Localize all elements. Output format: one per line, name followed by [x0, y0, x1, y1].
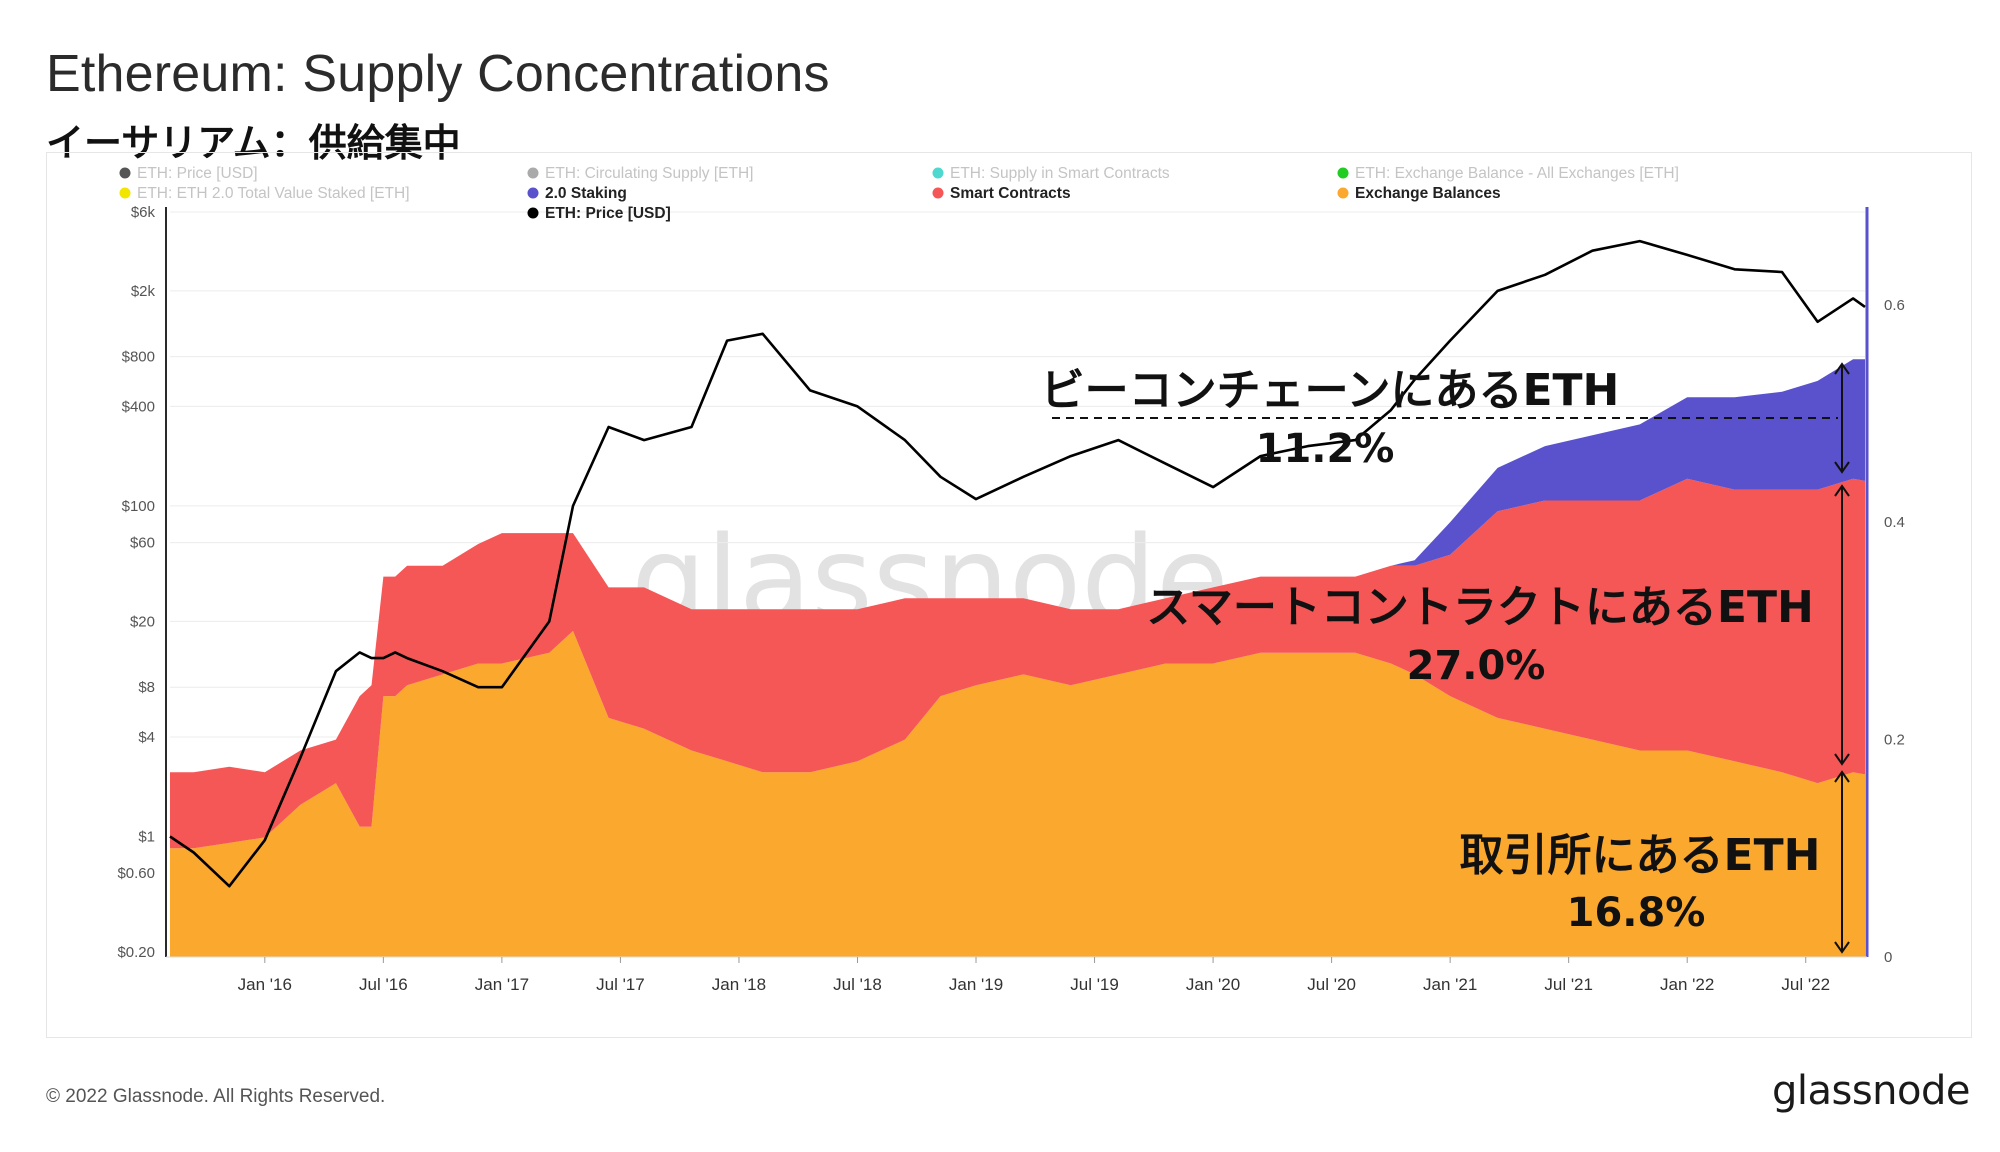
annotation-beacon-label: ビーコンチェーンにあるETH — [1041, 365, 1620, 416]
legend-item[interactable]: ETH: Circulating Supply [ETH] — [527, 165, 754, 182]
x-tick-label: Jan '20 — [1186, 975, 1240, 994]
price-line — [169, 239, 1866, 888]
y-right-tick-label: 0.2 — [1884, 732, 1905, 749]
x-tick-label: Jan '16 — [238, 975, 292, 994]
legend-dot-icon — [119, 187, 131, 199]
legend-item[interactable]: ETH: Supply in Smart Contracts — [932, 165, 1170, 182]
x-tick-label: Jul '16 — [359, 975, 408, 994]
chart-areas — [170, 359, 1865, 957]
x-tick-label: Jul '18 — [833, 975, 882, 994]
x-tick-label: Jan '21 — [1423, 975, 1477, 994]
y-left-tick-label: $20 — [130, 613, 155, 630]
legend-dot-icon — [527, 167, 539, 179]
x-tick-label: Jul '17 — [596, 975, 645, 994]
legend-item[interactable]: ETH: Price [USD] — [119, 165, 258, 182]
legend-dot-icon — [1337, 187, 1349, 199]
smart-contract-arrow — [1834, 484, 1850, 766]
y-left-tick-label: $4 — [138, 729, 155, 746]
y-right-tick-label: 0.4 — [1884, 514, 1905, 531]
legend-label: 2.0 Staking — [545, 185, 627, 202]
chart-frame — [46, 152, 1972, 1038]
legend-label: Exchange Balances — [1355, 185, 1501, 202]
y-left-tick-label: $1 — [138, 828, 155, 845]
legend-item[interactable]: Smart Contracts — [932, 185, 1071, 202]
legend-label: ETH: Exchange Balance - All Exchanges [E… — [1355, 165, 1679, 182]
footer-copyright: © 2022 Glassnode. All Rights Reserved. — [46, 1086, 386, 1107]
annotation-exchange-label: 取引所にあるETH — [1460, 830, 1821, 881]
annotation-smart-value: 27.0% — [1407, 643, 1546, 689]
y-axis-left-ticks: $6k $2k $800 $400 $100 $60 $20 $8 $4 $1 $0.60 $0.20 — [117, 204, 155, 961]
legend-item[interactable]: ETH: Exchange Balance - All Exchanges [E… — [1337, 165, 1679, 182]
legend-dot-icon — [932, 167, 944, 179]
y-left-tick-label: $0.20 — [117, 944, 155, 961]
legend-dot-icon — [119, 167, 131, 179]
annotation-smart-label: スマートコントラクトにあるETH — [1146, 582, 1814, 633]
x-tick-label: Jul '22 — [1781, 975, 1830, 994]
y-left-tick-label: $100 — [122, 498, 155, 515]
x-tick-label: Jan '17 — [475, 975, 529, 994]
beacon-arrow — [1834, 362, 1850, 474]
page-subtitle: イーサリアム：供給集中 — [46, 121, 461, 165]
y-left-tick-label: $8 — [138, 679, 155, 696]
chart-legend: ETH: Price [USD] ETH: Circulating Supply … — [119, 165, 1679, 222]
legend-label: Smart Contracts — [950, 185, 1071, 202]
legend-label: ETH: ETH 2.0 Total Value Staked [ETH] — [137, 185, 410, 202]
area-smart-contracts — [170, 478, 1865, 849]
legend-dot-icon — [1337, 167, 1349, 179]
x-tick-label: Jan '19 — [949, 975, 1003, 994]
x-tick-label: Jul '19 — [1070, 975, 1119, 994]
exchange-arrow — [1834, 770, 1850, 954]
legend-dot-icon — [527, 187, 539, 199]
legend-label: ETH: Price [USD] — [545, 205, 671, 222]
page-title: Ethereum: Supply Concentrations — [46, 45, 830, 103]
legend-dot-icon — [932, 187, 944, 199]
legend-label: ETH: Price [USD] — [137, 165, 258, 182]
y-left-tick-label: $0.60 — [117, 865, 155, 882]
price-line-group — [169, 239, 1866, 888]
area-exchange-balances — [170, 630, 1865, 957]
y-left-tick-label: $2k — [131, 283, 156, 300]
legend-item[interactable]: 2.0 Staking — [527, 185, 627, 202]
x-axis-ticks: Jan '16 Jul '16 Jan '17 Jul '17 Jan '18 Jul '… — [238, 957, 1830, 994]
y-right-tick-label: 0.6 — [1884, 297, 1905, 314]
annotation-exchange-value: 16.8% — [1567, 890, 1706, 936]
x-tick-label: Jul '20 — [1307, 975, 1356, 994]
legend-item[interactable]: Exchange Balances — [1337, 185, 1501, 202]
area-2-0-staking — [170, 359, 1865, 773]
y-right-tick-label: 0 — [1884, 949, 1892, 966]
y-left-tick-label: $400 — [122, 398, 155, 415]
x-tick-label: Jan '22 — [1660, 975, 1714, 994]
x-tick-label: Jul '21 — [1544, 975, 1593, 994]
annotation-beacon-value: 11.2% — [1256, 426, 1395, 472]
glassnode-logo: glassnode — [1771, 1068, 1971, 1114]
y-left-tick-label: $800 — [122, 349, 155, 366]
y-left-tick-label: $6k — [131, 204, 156, 221]
x-tick-label: Jan '18 — [712, 975, 766, 994]
legend-item[interactable]: ETH: ETH 2.0 Total Value Staked [ETH] — [119, 185, 410, 202]
y-axis-right-ticks: 0.6 0.4 0.2 0 — [1884, 297, 1905, 966]
y-left-tick-label: $60 — [130, 535, 155, 552]
legend-label: ETH: Supply in Smart Contracts — [950, 165, 1170, 182]
legend-item[interactable]: ETH: Price [USD] — [527, 205, 671, 222]
legend-label: ETH: Circulating Supply [ETH] — [545, 165, 753, 182]
legend-dot-icon — [527, 207, 539, 219]
